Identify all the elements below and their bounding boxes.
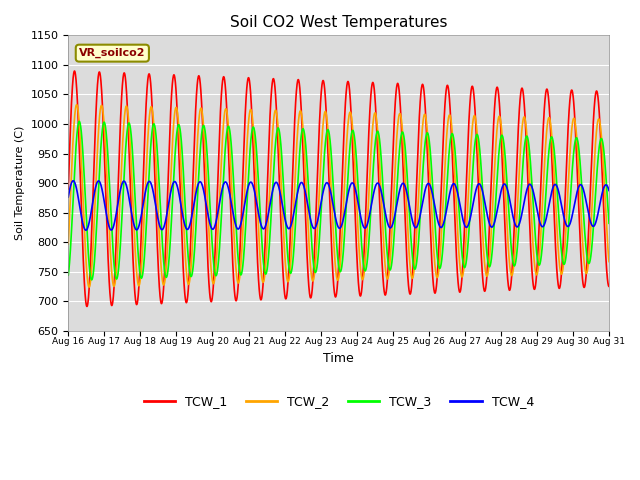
Text: VR_soilco2: VR_soilco2 [79,48,145,58]
TCW_4 [159,227,166,232]
TCW_3 [76,119,83,124]
TCW_3 [605,220,613,226]
TCW_3 [127,125,134,131]
TCW_1 [272,99,280,105]
Y-axis label: Soil Temperature (C): Soil Temperature (C) [15,126,25,240]
X-axis label: Time: Time [323,352,354,365]
TCW_1 [537,190,545,195]
Line: TCW_4: TCW_4 [68,181,609,230]
TCW_4 [65,194,72,200]
TCW_1 [65,186,72,192]
TCW_2 [595,116,603,122]
TCW_4 [296,183,303,189]
TCW_2 [159,277,166,283]
Line: TCW_1: TCW_1 [68,71,609,306]
TCW_3 [296,153,303,159]
Line: TCW_3: TCW_3 [68,121,609,280]
TCW_4 [537,221,545,227]
TCW_4 [595,207,603,213]
TCW_1 [296,82,303,87]
TCW_3 [595,148,603,154]
TCW_2 [605,259,613,264]
TCW_3 [88,277,95,283]
TCW_2 [272,108,280,114]
Title: Soil CO2 West Temperatures: Soil CO2 West Temperatures [230,15,447,30]
TCW_1 [83,303,91,309]
TCW_3 [272,135,280,141]
Legend: TCW_1, TCW_2, TCW_3, TCW_4: TCW_1, TCW_2, TCW_3, TCW_4 [138,390,539,413]
Line: TCW_2: TCW_2 [68,105,609,287]
TCW_2 [127,144,134,149]
TCW_2 [85,284,93,290]
TCW_2 [537,237,545,242]
TCW_2 [296,110,303,116]
TCW_1 [605,284,613,289]
TCW_1 [127,182,134,188]
TCW_4 [127,203,134,208]
TCW_4 [69,178,77,184]
TCW_4 [82,228,90,233]
TCW_3 [159,241,166,247]
TCW_4 [605,188,613,193]
TCW_1 [70,68,78,74]
TCW_2 [73,102,81,108]
TCW_1 [595,102,603,108]
TCW_4 [272,180,280,185]
TCW_3 [65,272,72,278]
TCW_2 [65,241,72,247]
TCW_3 [537,259,545,264]
TCW_1 [159,298,166,303]
